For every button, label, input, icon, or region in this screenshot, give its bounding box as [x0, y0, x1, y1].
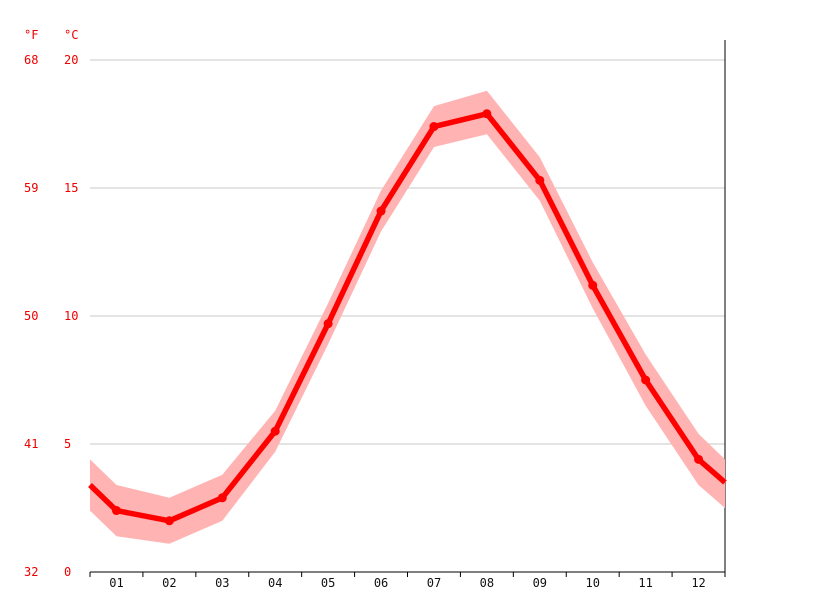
- celsius-unit-label: °C: [64, 28, 78, 42]
- x-tick-label-02: 02: [162, 576, 176, 590]
- x-tick-label-03: 03: [215, 576, 229, 590]
- gridlines: [90, 59, 725, 445]
- x-tick-label-10: 10: [585, 576, 599, 590]
- x-tick-label-04: 04: [268, 576, 282, 590]
- data-point-09: [535, 175, 545, 185]
- y-tick-celsius-5: 5: [64, 437, 71, 451]
- axis-labels: °F °C 32 0 41 5 50 10 59 15 68 20 01 02 03 04 05 06 07 08…: [24, 28, 706, 590]
- y-tick-celsius-0: 0: [64, 565, 71, 579]
- y-tick-celsius-10: 10: [64, 309, 78, 323]
- temperature-range-band: [90, 90, 725, 544]
- data-point-08: [482, 109, 492, 119]
- x-tick-label-08: 08: [480, 576, 494, 590]
- x-tick-label-01: 01: [109, 576, 123, 590]
- data-point-06: [376, 206, 386, 216]
- x-tick-label-05: 05: [321, 576, 335, 590]
- x-tick-label-12: 12: [691, 576, 705, 590]
- y-tick-celsius-20: 20: [64, 53, 78, 67]
- y-tick-fahrenheit-50: 50: [24, 309, 38, 323]
- data-point-12: [694, 454, 704, 464]
- x-tick-label-07: 07: [427, 576, 441, 590]
- data-point-02: [164, 516, 174, 526]
- temperature-line-series: [88, 111, 727, 524]
- temperature-points: [111, 109, 704, 526]
- data-point-11: [641, 375, 651, 385]
- data-point-10: [588, 280, 598, 290]
- y-tick-fahrenheit-41: 41: [24, 437, 38, 451]
- y-tick-fahrenheit-59: 59: [24, 181, 38, 195]
- data-point-07: [429, 122, 439, 132]
- data-point-01: [111, 506, 121, 516]
- data-point-05: [323, 319, 333, 329]
- temperature-line: [88, 111, 727, 524]
- y-tick-fahrenheit-68: 68: [24, 53, 38, 67]
- x-tick-label-09: 09: [533, 576, 547, 590]
- x-tick-label-06: 06: [374, 576, 388, 590]
- fahrenheit-unit-label: °F: [24, 28, 38, 42]
- y-tick-fahrenheit-32: 32: [24, 565, 38, 579]
- temperature-band-area: [90, 90, 725, 544]
- y-tick-celsius-15: 15: [64, 181, 78, 195]
- data-point-04: [270, 426, 280, 436]
- x-tick-label-11: 11: [638, 576, 652, 590]
- data-point-03: [217, 493, 227, 503]
